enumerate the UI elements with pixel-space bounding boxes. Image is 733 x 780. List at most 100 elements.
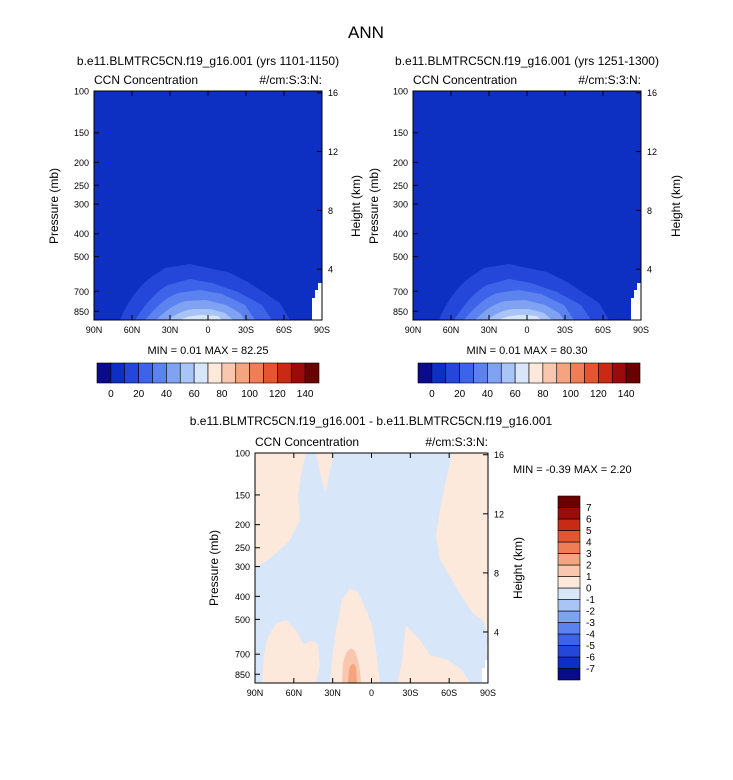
colorbar-label: -7 [586, 664, 595, 675]
y-tick-label: 400 [74, 229, 89, 239]
panel-3: b.e11.BLMTRC5CN.f19_g16.001 - b.e11.BLMT… [190, 414, 632, 698]
y-tick-label: 250 [393, 181, 408, 191]
x-tick-label: 0 [205, 325, 210, 335]
y-tick-label: 500 [235, 615, 250, 625]
y-tick-label: 150 [393, 128, 408, 138]
panel-1-contour-60 [180, 315, 222, 320]
colorbar-swatch [179, 362, 195, 384]
panel-1-contour-fill [94, 91, 322, 320]
panel-2-stats: MIN = 0.01 MAX = 80.30 [466, 345, 587, 357]
colorbar-label: 60 [189, 389, 201, 400]
y-tick-label: 200 [393, 158, 408, 168]
colorbar-swatch [557, 668, 581, 681]
colorbar-swatch [557, 530, 581, 543]
colorbar-swatch [557, 633, 581, 646]
panel-1-ylabel: Pressure (mb) [47, 168, 61, 244]
colorbar-swatch [304, 362, 320, 384]
colorbar-label: 140 [297, 389, 314, 400]
colorbar-swatch [557, 564, 581, 577]
y-tick-label: 700 [74, 287, 89, 297]
y-tick-label: 100 [393, 87, 408, 97]
colorbar-label: 80 [216, 389, 228, 400]
y-tick-label: 200 [74, 158, 89, 168]
colorbar-label: 6 [586, 515, 592, 526]
panel-3-stats: MIN = -0.39 MAX = 2.20 [513, 464, 632, 476]
colorbar-label: 120 [590, 389, 607, 400]
colorbar-swatch [277, 362, 292, 384]
colorbar-swatch [445, 362, 460, 384]
colorbar-swatch [110, 362, 126, 384]
colorbar-swatch [557, 610, 581, 623]
y-tick-label: 150 [74, 128, 89, 138]
x-tick-label: 90S [480, 688, 496, 698]
panel-1-case-title: b.e11.BLMTRC5CN.f19_g16.001 (yrs 1101-11… [77, 54, 339, 68]
x-tick-label: 60S [595, 325, 611, 335]
colorbar-swatch [557, 645, 581, 658]
figure-title: ANN [348, 23, 384, 42]
x-tick-label: 30S [402, 688, 418, 698]
x-tick-label: 90N [86, 325, 103, 335]
colorbar-swatch [207, 362, 223, 384]
y-tick-label: 150 [235, 490, 250, 500]
y-tick-label: 250 [74, 181, 89, 191]
y-tick-label: 300 [74, 200, 89, 210]
panel-3-topography [482, 660, 488, 683]
y-tick-label: 500 [393, 252, 408, 262]
y2-tick-label: 12 [494, 509, 504, 519]
colorbar-swatch [570, 362, 585, 384]
colorbar-swatch [487, 362, 502, 384]
x-tick-label: 60S [441, 688, 457, 698]
colorbar-label: 40 [161, 389, 173, 400]
x-tick-label: 30S [238, 325, 254, 335]
x-tick-label: 30S [557, 325, 573, 335]
panel-2: b.e11.BLMTRC5CN.f19_g16.001 (yrs 1251-13… [367, 54, 683, 357]
x-tick-label: 30N [481, 325, 498, 335]
colorbar-swatch [598, 362, 613, 384]
colorbar-swatch [124, 362, 139, 384]
x-tick-label: 60N [124, 325, 141, 335]
y2-tick-label: 4 [494, 627, 499, 637]
x-tick-label: 0 [369, 688, 374, 698]
y2-tick-label: 8 [328, 206, 333, 216]
colorbar-label: 0 [429, 389, 435, 400]
panel-2-y2label: Height (km) [669, 175, 683, 237]
panel-1-y2label: Height (km) [349, 175, 363, 237]
y-tick-label: 300 [235, 562, 250, 572]
colorbar-label: -1 [586, 595, 595, 606]
x-tick-label: 60S [276, 325, 292, 335]
colorbar-swatch [221, 362, 237, 384]
y2-tick-label: 12 [647, 147, 657, 157]
y-tick-label: 100 [235, 449, 250, 459]
colorbar-swatch [431, 362, 447, 384]
panel-2-variable-label: CCN Concentration [413, 73, 517, 87]
panel-3-negative-band [255, 453, 488, 683]
panel-1-axes: 100 150 200 250 300 400 500 700 850 4 8 12 16 90N 60N 3… [74, 87, 338, 336]
colorbar-swatch [542, 362, 558, 384]
colorbar-label: 80 [537, 389, 549, 400]
colorbar-swatch [249, 362, 264, 384]
colorbar-swatch [473, 362, 488, 384]
x-tick-label: 30N [162, 325, 179, 335]
colorbar-label: 2 [586, 561, 592, 572]
y-tick-label: 700 [235, 650, 250, 660]
colorbar-1: 0 20 40 60 80 100 120 140 [96, 362, 320, 400]
y2-tick-label: 8 [647, 206, 652, 216]
colorbar-swatch [557, 507, 581, 520]
x-tick-label: 0 [524, 325, 529, 335]
panel-2-ylabel: Pressure (mb) [367, 168, 381, 244]
colorbar-label: 60 [510, 389, 522, 400]
y-tick-label: 850 [74, 307, 89, 317]
colorbar-label: 100 [241, 389, 258, 400]
panel-2-contour-60 [499, 315, 541, 320]
colorbar-swatch [557, 622, 581, 635]
panel-3-negative-blob-east [432, 610, 488, 650]
y-tick-label: 400 [393, 229, 408, 239]
colorbar-label: 120 [269, 389, 286, 400]
colorbar-label: 100 [562, 389, 579, 400]
y2-tick-label: 16 [647, 88, 657, 98]
x-tick-label: 90S [314, 325, 330, 335]
colorbar-swatch [459, 362, 474, 384]
panel-3-variable-label: CCN Concentration [255, 435, 359, 449]
